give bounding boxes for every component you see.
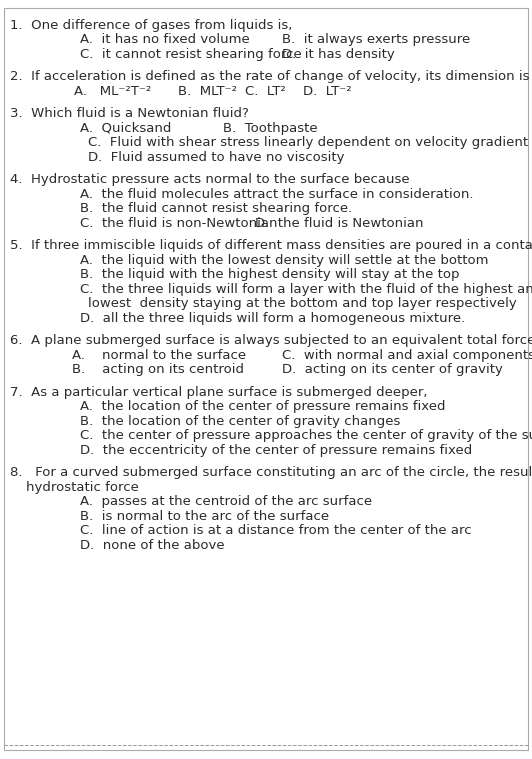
Text: lowest  density staying at the bottom and top layer respectively: lowest density staying at the bottom and… (88, 298, 517, 310)
Text: B.  Toothpaste: B. Toothpaste (223, 122, 318, 135)
Text: B.  the fluid cannot resist shearing force.: B. the fluid cannot resist shearing forc… (80, 203, 352, 216)
Text: C.  the three liquids will form a layer with the fluid of the highest and: C. the three liquids will form a layer w… (80, 283, 532, 296)
Text: D.  LT⁻²: D. LT⁻² (303, 85, 352, 98)
Text: B.  it always exerts pressure: B. it always exerts pressure (282, 33, 470, 46)
Text: 6.  A plane submerged surface is always subjected to an equivalent total force: 6. A plane submerged surface is always s… (10, 335, 532, 348)
Text: hydrostatic force: hydrostatic force (26, 481, 138, 494)
Text: C.  it cannot resist shearing force: C. it cannot resist shearing force (80, 48, 302, 61)
Text: 1.  One difference of gases from liquids is,: 1. One difference of gases from liquids … (10, 19, 292, 32)
Text: B.  MLT⁻²: B. MLT⁻² (178, 85, 237, 98)
Text: C.  the center of pressure approaches the center of gravity of the surface.: C. the center of pressure approaches the… (80, 430, 532, 442)
Text: A.  passes at the centroid of the arc surface: A. passes at the centroid of the arc sur… (80, 496, 372, 509)
Text: D.  none of the above: D. none of the above (80, 539, 225, 552)
Text: 2.  If acceleration is defined as the rate of change of velocity, its dimension : 2. If acceleration is defined as the rat… (10, 71, 529, 83)
Text: 8.   For a curved submerged surface constituting an arc of the circle, the resul: 8. For a curved submerged surface consti… (10, 467, 532, 480)
Text: A.  the liquid with the lowest density will settle at the bottom: A. the liquid with the lowest density wi… (80, 254, 488, 267)
Text: 5.  If three immiscible liquids of different mass densities are poured in a cont: 5. If three immiscible liquids of differ… (10, 240, 532, 253)
Text: D.  all the three liquids will form a homogeneous mixture.: D. all the three liquids will form a hom… (80, 312, 465, 325)
Text: D.  the eccentricity of the center of pressure remains fixed: D. the eccentricity of the center of pre… (80, 444, 472, 457)
Text: D.  it has density: D. it has density (282, 48, 395, 61)
Text: C.  the fluid is non-Newtonian: C. the fluid is non-Newtonian (80, 217, 277, 230)
Text: 7.  As a particular vertical plane surface is submerged deeper,: 7. As a particular vertical plane surfac… (10, 386, 427, 399)
Text: C.  LT²: C. LT² (245, 85, 286, 98)
Text: A.  the location of the center of pressure remains fixed: A. the location of the center of pressur… (80, 401, 445, 414)
Text: B.  the location of the center of gravity changes: B. the location of the center of gravity… (80, 415, 400, 428)
Text: D.  Fluid assumed to have no viscosity: D. Fluid assumed to have no viscosity (88, 151, 344, 164)
Text: A.    normal to the surface: A. normal to the surface (72, 349, 246, 362)
Text: B.  is normal to the arc of the surface: B. is normal to the arc of the surface (80, 510, 329, 523)
Text: A.   ML⁻²T⁻²: A. ML⁻²T⁻² (74, 85, 152, 98)
Text: C.  line of action is at a distance from the center of the arc: C. line of action is at a distance from … (80, 524, 471, 537)
Text: A.  the fluid molecules attract the surface in consideration.: A. the fluid molecules attract the surfa… (80, 188, 473, 201)
Text: B.  the liquid with the highest density will stay at the top: B. the liquid with the highest density w… (80, 269, 459, 282)
Text: 3.  Which fluid is a Newtonian fluid?: 3. Which fluid is a Newtonian fluid? (10, 108, 248, 121)
Text: D.  the fluid is Newtonian: D. the fluid is Newtonian (255, 217, 424, 230)
Text: A.  it has no fixed volume: A. it has no fixed volume (80, 33, 250, 46)
Text: 4.  Hydrostatic pressure acts normal to the surface because: 4. Hydrostatic pressure acts normal to t… (10, 174, 409, 187)
Text: C.  Fluid with shear stress linearly dependent on velocity gradient: C. Fluid with shear stress linearly depe… (88, 137, 528, 150)
Text: A.  Quicksand: A. Quicksand (80, 122, 171, 135)
Text: C.  with normal and axial components: C. with normal and axial components (282, 349, 532, 362)
Text: B.    acting on its centroid: B. acting on its centroid (72, 364, 244, 376)
Text: D.  acting on its center of gravity: D. acting on its center of gravity (282, 364, 503, 376)
FancyBboxPatch shape (4, 8, 528, 750)
